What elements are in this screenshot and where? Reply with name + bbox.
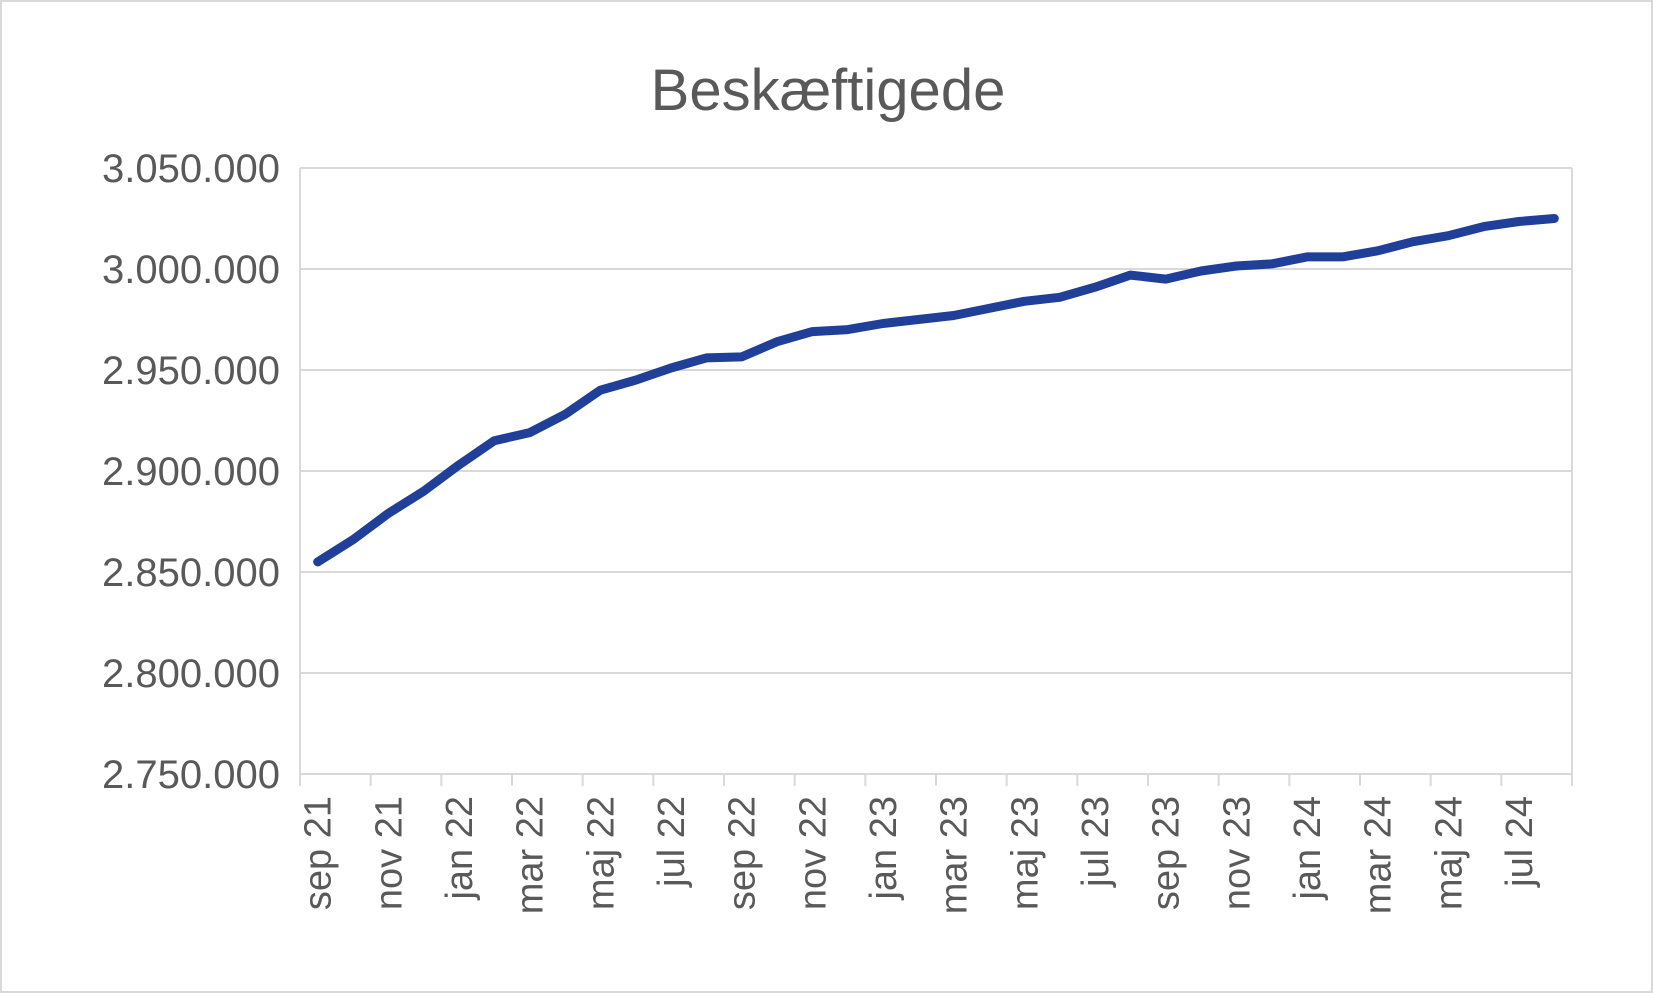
- series-layer: [313, 214, 1559, 567]
- y-tick-label: 3.050.000: [102, 147, 280, 191]
- x-tick-label: maj 24: [1428, 796, 1470, 910]
- x-axis: sep 21 nov 21 jan 22 mar 22 maj 22 jul 22 sep …: [298, 774, 1573, 914]
- x-tick-label: sep 23: [1146, 796, 1188, 910]
- x-tick-label: jan 23: [863, 796, 905, 901]
- x-tick-label: maj 23: [1004, 796, 1046, 910]
- y-tick-label: 2.950.000: [102, 349, 280, 393]
- x-tick-label: mar 24: [1358, 796, 1400, 914]
- x-tick-label: sep 21: [298, 796, 340, 910]
- x-tick-label: jul 24: [1499, 796, 1541, 888]
- x-tick-label: mar 22: [510, 796, 552, 914]
- x-tick-label: nov 22: [792, 796, 834, 910]
- x-tick-label: jan 22: [439, 796, 481, 901]
- x-tick-label: mar 23: [934, 796, 976, 914]
- x-tick-label: jan 24: [1287, 796, 1329, 901]
- y-tick-label: 2.850.000: [102, 551, 280, 595]
- y-tick-label: 2.900.000: [102, 450, 280, 494]
- x-tick-label: jul 23: [1075, 796, 1117, 888]
- x-tick-label: jul 22: [651, 796, 693, 888]
- chart-title: Beskæftigede: [651, 58, 1006, 123]
- gridlines: [299, 167, 1573, 775]
- y-tick-label: 2.750.000: [102, 753, 280, 797]
- y-axis: 2.750.000 2.800.000 2.850.000 2.900.000 2.95…: [102, 147, 280, 797]
- x-tick-label: maj 22: [580, 796, 622, 910]
- x-tick-label: nov 23: [1216, 796, 1258, 910]
- y-tick-label: 2.800.000: [102, 652, 280, 696]
- series-line: [313, 214, 1559, 567]
- x-tick-label: sep 22: [722, 796, 764, 910]
- y-tick-label: 3.000.000: [102, 248, 280, 292]
- x-tick-label: nov 21: [368, 796, 410, 910]
